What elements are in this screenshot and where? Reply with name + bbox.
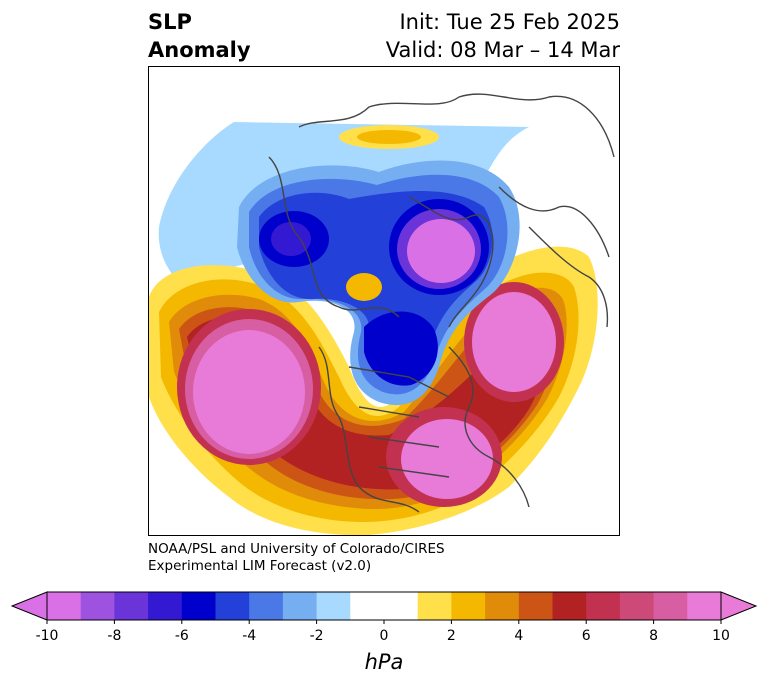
colorbar-tick-label: 10 xyxy=(712,628,730,644)
title-block: SLP Anomaly xyxy=(148,8,251,64)
colorbar-segment xyxy=(586,592,621,620)
credit-block: NOAA/PSL and University of Colorado/CIRE… xyxy=(148,541,445,575)
date-block: Init: Tue 25 Feb 2025 Valid: 08 Mar – 14… xyxy=(386,8,620,64)
colorbar-segment xyxy=(316,592,351,620)
colorbar-segment xyxy=(181,592,216,620)
credit-line1: NOAA/PSL and University of Colorado/CIRE… xyxy=(148,541,445,557)
colorbar-tick-label: 6 xyxy=(581,628,591,644)
colorbar-segment xyxy=(384,592,419,620)
colorbar-segment xyxy=(485,592,520,620)
eastus-high-core xyxy=(401,419,493,499)
colorbar-segment xyxy=(417,592,452,620)
colorbar-tick-label: 4 xyxy=(514,628,524,644)
colorbar-tick-label: -8 xyxy=(107,628,122,644)
init-date: Init: Tue 25 Feb 2025 xyxy=(399,10,620,34)
title-line1: SLP xyxy=(148,10,192,34)
valid-range: Valid: 08 Mar – 14 Mar xyxy=(385,38,620,62)
colorbar-segment xyxy=(282,592,318,620)
colorbar-tick-label: 0 xyxy=(379,628,389,644)
colorbar-segment xyxy=(148,592,183,620)
colorbar-unit: hPa xyxy=(364,650,404,674)
arctic-warm-core xyxy=(357,130,421,144)
colorbar-segment xyxy=(518,592,553,620)
colorbar-tick-label: -4 xyxy=(242,628,257,644)
atlantic-high-core xyxy=(472,292,556,392)
greenland-low-core xyxy=(407,219,475,283)
colorbar-tick-label: 8 xyxy=(649,628,659,644)
central-canada-low xyxy=(364,311,438,386)
colorbar-under-arrow xyxy=(10,591,48,621)
colorbar-segment xyxy=(249,592,284,620)
credit-line2: Experimental LIM Forecast (v2.0) xyxy=(148,558,372,574)
colorbar-segment xyxy=(114,592,149,620)
coastlines xyxy=(268,93,615,513)
pacific-high-core xyxy=(193,330,305,454)
colorbar-segment xyxy=(653,592,688,620)
colorbar-tick-label: -6 xyxy=(174,628,189,644)
colorbar-over-arrow xyxy=(720,591,758,621)
colorbar-segment xyxy=(215,592,250,620)
colorbar-segment xyxy=(80,592,115,620)
colorbar-segment xyxy=(552,592,587,620)
colorbar-segment xyxy=(619,592,655,620)
small-warm-patch xyxy=(346,273,382,301)
colorbar-tick-label: 2 xyxy=(446,628,456,644)
colorbar-segment xyxy=(350,592,385,620)
map-panel xyxy=(148,66,620,536)
colorbar-segment xyxy=(451,592,486,620)
colorbar-segment xyxy=(687,592,722,620)
colorbar-tick-label: -2 xyxy=(309,628,324,644)
title-line2: Anomaly xyxy=(148,38,251,62)
colorbar-tick-label: -10 xyxy=(35,628,59,644)
colorbar-segment xyxy=(47,592,82,620)
colorbar xyxy=(10,591,758,624)
siberian-low-core xyxy=(271,222,311,256)
anomaly-map xyxy=(149,93,615,535)
